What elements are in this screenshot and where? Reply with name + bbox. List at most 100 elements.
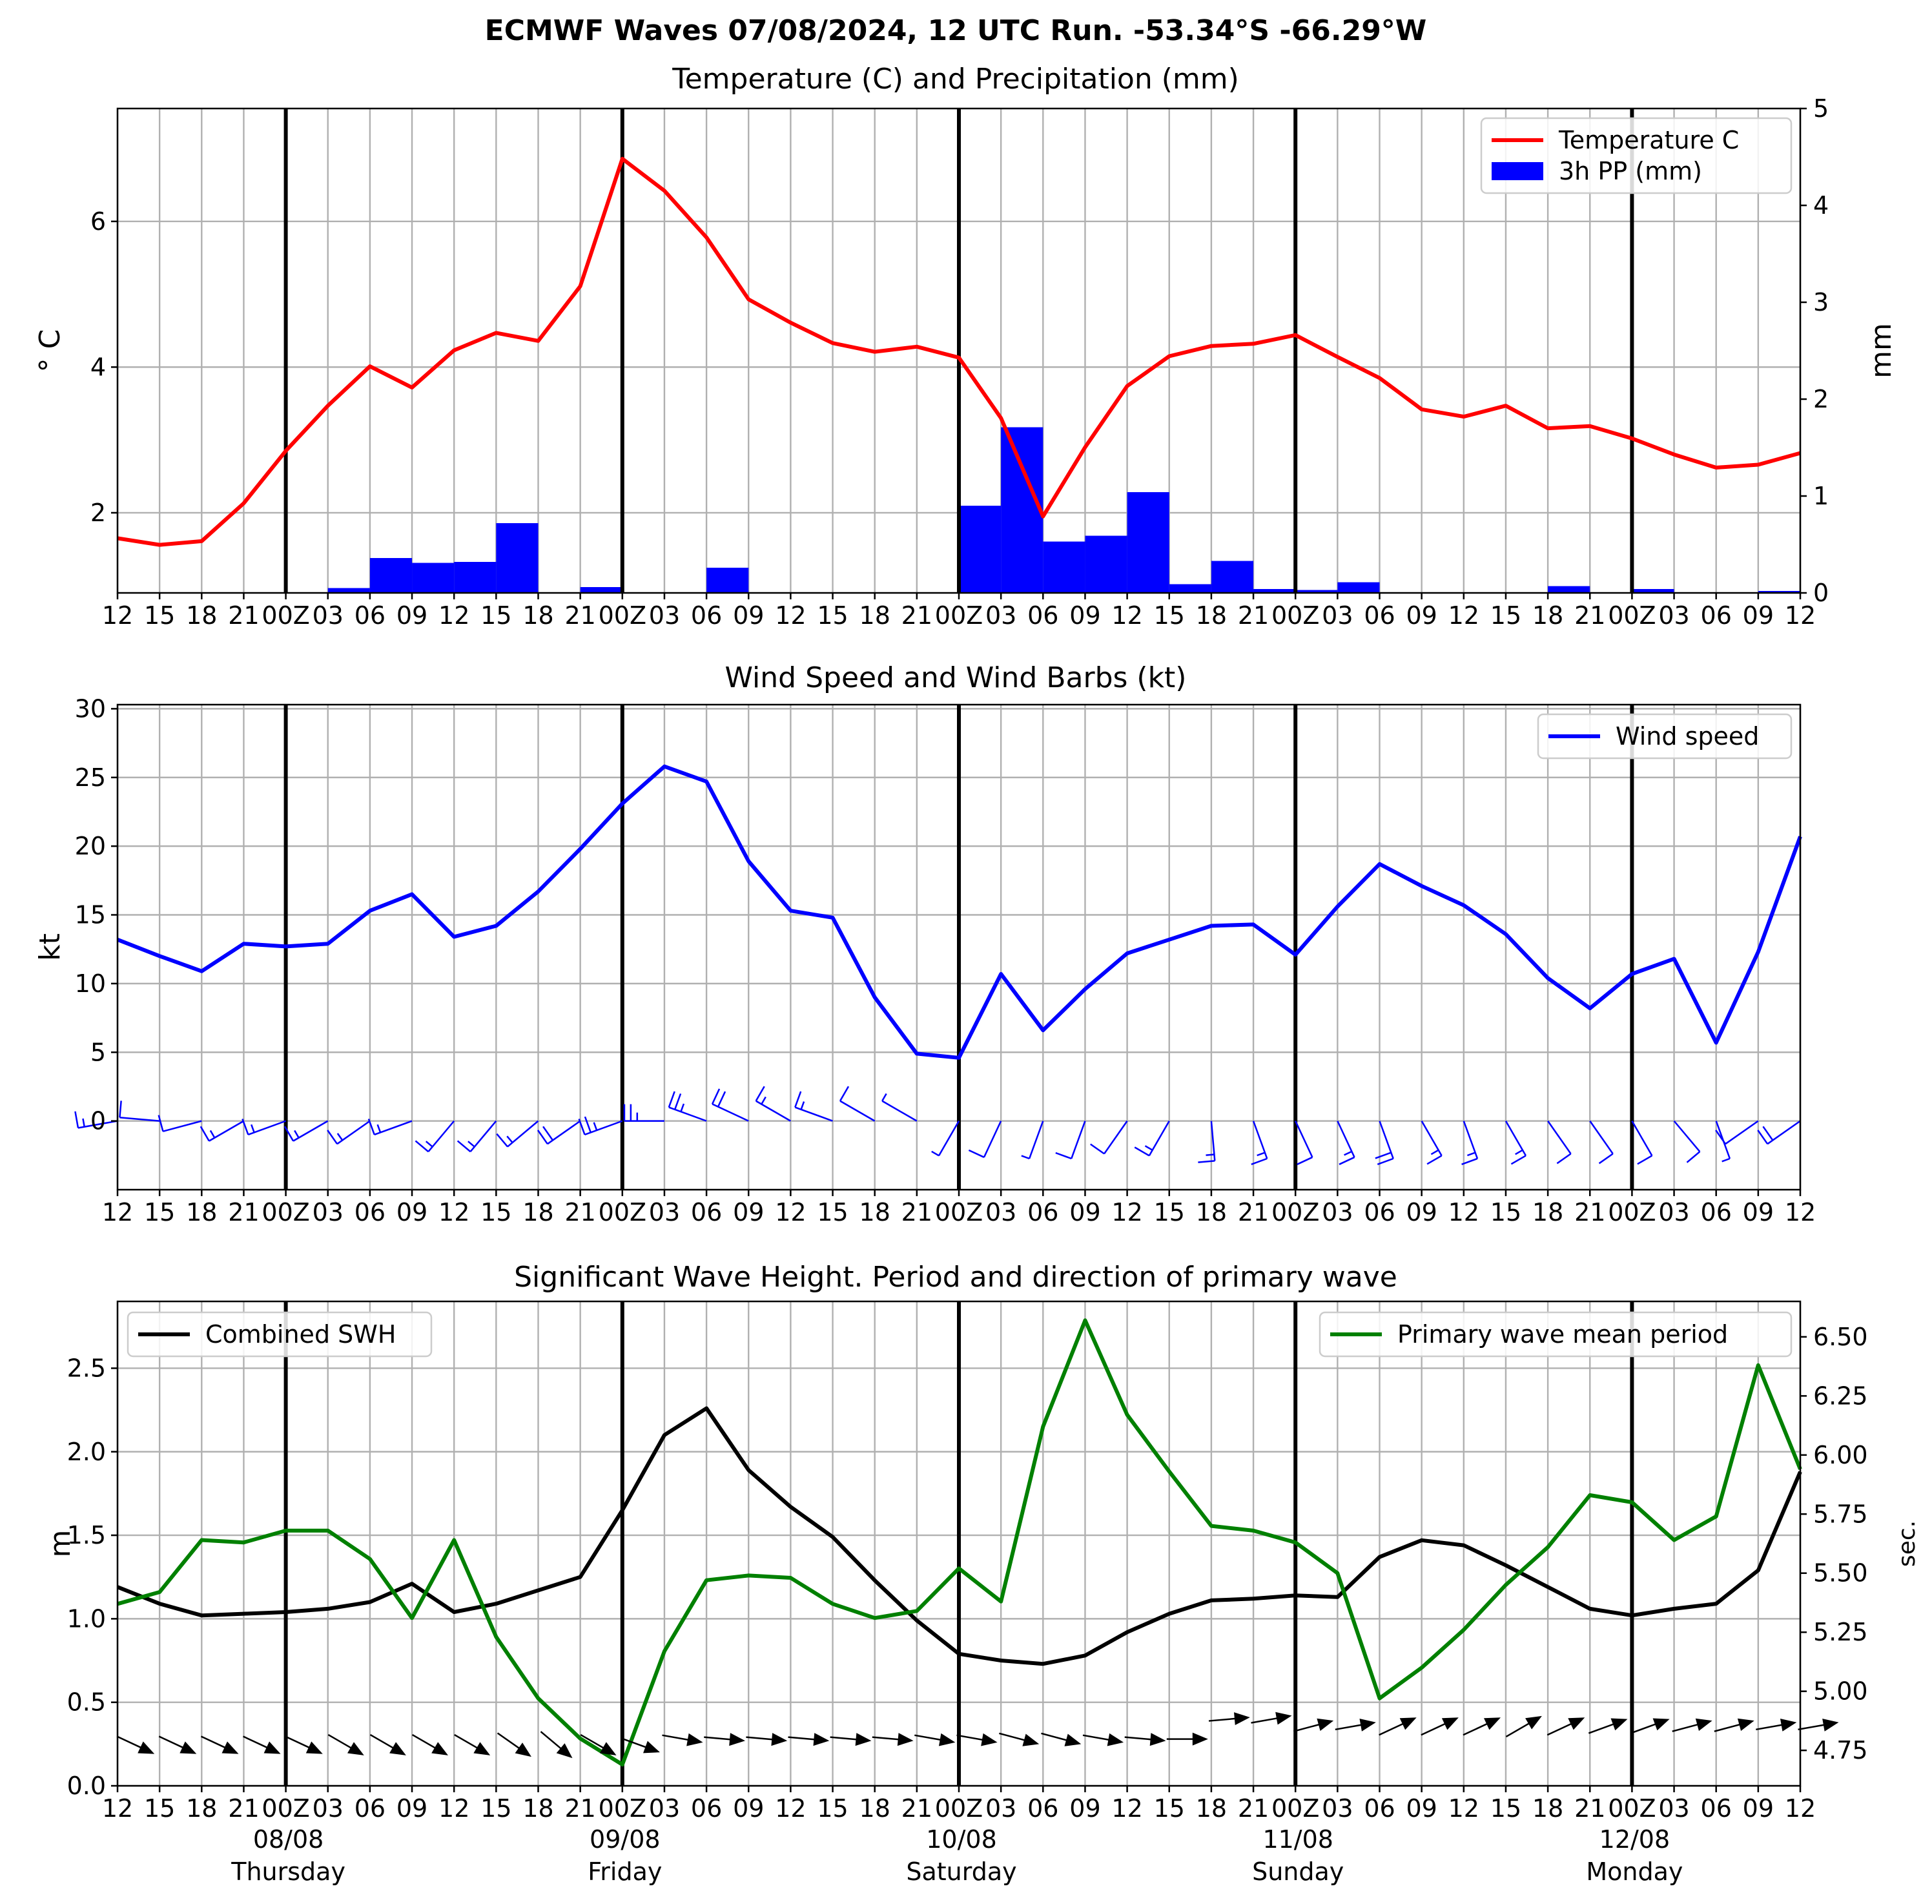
precip-bar xyxy=(1632,589,1674,593)
arrow-head xyxy=(1234,1712,1250,1726)
legend: Temperature C 3h PP (mm) xyxy=(1480,117,1793,194)
wind-barb xyxy=(1589,1120,1614,1164)
wind-barb xyxy=(1021,1121,1044,1160)
wind-barb-staff xyxy=(1463,1121,1479,1159)
x-tick-label: 00Z xyxy=(1271,1198,1319,1226)
wave-direction-arrow xyxy=(1124,1733,1166,1746)
wind-barb-feather xyxy=(1510,1155,1526,1165)
series-line-primary xyxy=(116,764,1802,1060)
wind-barb-staff xyxy=(293,1120,329,1142)
y-tick-right-label: 1 xyxy=(1813,482,1829,510)
arrow-head xyxy=(1441,1717,1459,1730)
x-tick-label: 06 xyxy=(355,1794,385,1823)
y-tick-label: 30 xyxy=(75,694,106,723)
wind-barb-feather xyxy=(1339,1156,1355,1165)
precip-bar xyxy=(327,588,370,593)
wind-barb-staff xyxy=(1379,1121,1394,1159)
wind-barb-feather xyxy=(717,1091,726,1108)
arrow-head xyxy=(897,1733,914,1746)
wave-direction-arrow xyxy=(158,1735,197,1754)
wind-barb-feather xyxy=(1377,1157,1394,1165)
x-tick-label: 03 xyxy=(985,1198,1016,1226)
x-tick-label: 18 xyxy=(1196,1794,1227,1823)
x-tick-label: 06 xyxy=(1364,1198,1395,1226)
arrow-head xyxy=(1149,1733,1166,1746)
series-line-primary xyxy=(117,156,1801,547)
x-day-date-label: 12/08 xyxy=(1599,1825,1670,1854)
x-tick-label: 18 xyxy=(522,1794,553,1823)
x-tick-label: 21 xyxy=(1574,1794,1605,1823)
arrow-head xyxy=(263,1741,281,1754)
precip-bar xyxy=(412,563,455,593)
wind-barb xyxy=(1337,1121,1355,1165)
wind-barb-staff xyxy=(374,1120,413,1136)
arrow-head xyxy=(643,1741,660,1754)
legend: Primary wave mean period xyxy=(1319,1311,1793,1358)
legend-swatch-bar xyxy=(1492,162,1543,180)
wind-barb xyxy=(158,1115,202,1132)
wind-barb-staff xyxy=(584,1120,623,1136)
x-tick-label: 12 xyxy=(1785,1794,1816,1823)
x-day-name-label: Friday xyxy=(588,1857,662,1886)
wave-direction-arrow xyxy=(1588,1718,1628,1734)
y-tick-right-label: 5.75 xyxy=(1813,1500,1868,1528)
y-tick-label: 4 xyxy=(90,353,106,381)
x-day-date-label: 09/08 xyxy=(590,1825,661,1854)
x-tick-label: 21 xyxy=(901,1794,932,1823)
x-tick-label: 15 xyxy=(144,601,175,630)
x-tick-label: 03 xyxy=(1322,601,1353,630)
wind-barb-staff xyxy=(163,1120,202,1132)
arrow-shaft xyxy=(497,1732,524,1752)
x-tick-label: 12 xyxy=(102,1198,133,1226)
wind-barb-staff xyxy=(1028,1121,1044,1159)
wind-barb xyxy=(839,1086,876,1122)
x-day-date-label: 08/08 xyxy=(253,1825,324,1854)
arrow-head xyxy=(1064,1733,1082,1746)
wind-barb-feather xyxy=(1556,1153,1572,1164)
wind-barb-feather xyxy=(1375,1152,1392,1159)
x-tick-label: 09 xyxy=(1406,1198,1437,1226)
wind-barb xyxy=(1198,1121,1216,1163)
wind-barb xyxy=(794,1091,833,1122)
x-tick-label: 00Z xyxy=(262,601,309,630)
arrow-head xyxy=(981,1733,998,1746)
wind-barb-staff xyxy=(1252,1121,1268,1159)
legend: Combined SWH xyxy=(127,1311,433,1358)
wave-direction-arrow xyxy=(454,1733,491,1755)
arrow-shaft xyxy=(956,1734,988,1742)
x-tick-label: 18 xyxy=(1196,1198,1227,1226)
wind-barb xyxy=(327,1120,371,1145)
x-tick-label: 09 xyxy=(1406,601,1437,630)
wave-direction-arrow xyxy=(1714,1718,1754,1732)
wave-direction-arrow xyxy=(914,1733,956,1746)
panel-title: Significant Wave Height. Period and dire… xyxy=(514,1261,1397,1294)
wind-barb-staff xyxy=(1505,1121,1527,1156)
wind-barb-feather xyxy=(1461,1157,1478,1165)
y-tick-label: 2 xyxy=(90,499,106,527)
wind-barb-feather xyxy=(283,1126,294,1142)
wind-barb-feather xyxy=(415,1140,429,1153)
precip-bar xyxy=(1253,589,1296,593)
wind-barb-feather xyxy=(794,1091,802,1108)
arrow-shaft xyxy=(621,1737,651,1750)
wind-barb-staff xyxy=(1767,1120,1801,1145)
wave-direction-arrow xyxy=(1379,1717,1417,1736)
arrow-head xyxy=(1275,1712,1292,1725)
wave-direction-arrow xyxy=(327,1733,364,1755)
y-tick-right-label: 3 xyxy=(1813,288,1829,316)
y-tick-label: 2.0 xyxy=(67,1438,106,1466)
arrow-shaft xyxy=(1251,1716,1282,1724)
x-tick-label: 15 xyxy=(144,1794,175,1823)
wind-barb xyxy=(755,1086,792,1122)
wind-barb-feather xyxy=(1715,1130,1727,1144)
wind-barb xyxy=(623,1104,664,1122)
x-tick-label: 18 xyxy=(1532,601,1563,630)
wind-barb-feather xyxy=(1344,1150,1352,1156)
wind-barb xyxy=(537,1120,581,1145)
wind-barb-feather xyxy=(158,1115,164,1132)
wind-barb xyxy=(415,1120,455,1153)
arrow-head xyxy=(1317,1718,1334,1732)
y-tick-label: 25 xyxy=(75,763,106,792)
precip-bar xyxy=(1169,584,1211,593)
wind-barb xyxy=(931,1121,960,1157)
